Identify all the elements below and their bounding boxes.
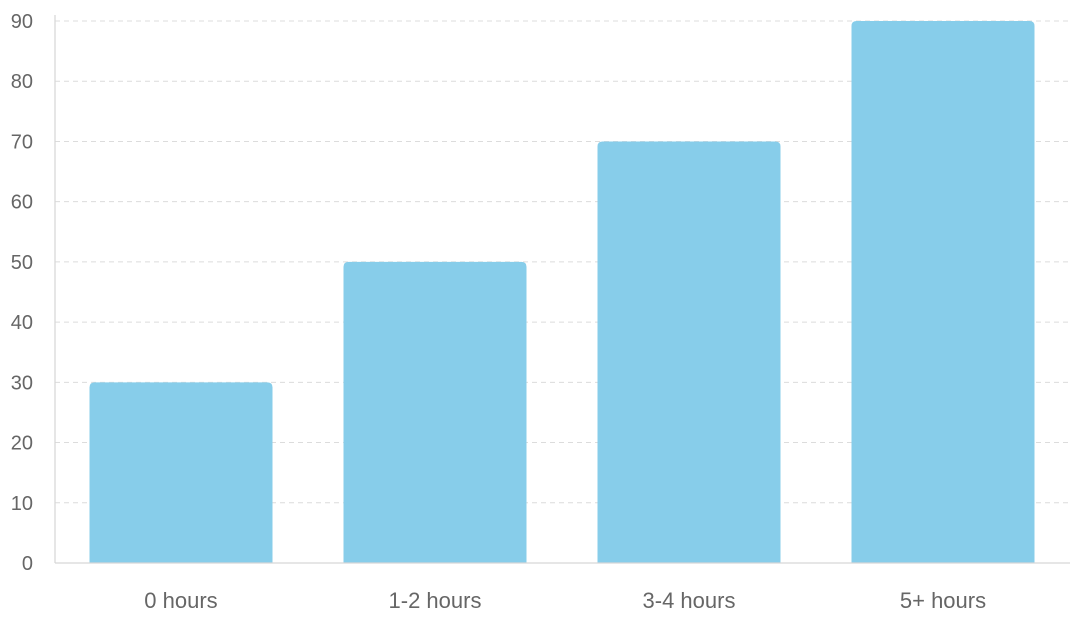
bars: [89, 21, 1035, 563]
bar-5-hours: [851, 21, 1035, 563]
x-category-labels: 0 hours 1-2 hours 3-4 hours 5+ hours: [144, 588, 986, 613]
bar-3-4-hours: [597, 141, 781, 563]
y-tick-labels: 0 10 20 30 40 50 60 70 80 90: [11, 11, 33, 575]
y-tick-label-70: 70: [11, 131, 33, 153]
x-category-label: 1-2 hours: [389, 588, 482, 613]
x-category-label: 3-4 hours: [643, 588, 736, 613]
bar-0-hours: [89, 382, 273, 563]
y-tick-label-60: 60: [11, 192, 33, 214]
x-category-label: 0 hours: [144, 588, 217, 613]
grid-lines: [55, 20, 1070, 504]
y-tick-label-30: 30: [11, 372, 33, 394]
y-tick-label-20: 20: [11, 433, 33, 455]
y-tick-label-50: 50: [11, 252, 33, 274]
y-tick-label-0: 0: [22, 553, 33, 575]
axes: [54, 15, 1070, 564]
y-tick-label-10: 10: [11, 493, 33, 515]
y-tick-label-80: 80: [11, 71, 33, 93]
y-tick-label-40: 40: [11, 312, 33, 334]
y-tick-label-90: 90: [11, 11, 33, 33]
bar-1-2-hours: [343, 261, 527, 563]
x-category-label: 5+ hours: [900, 588, 986, 613]
